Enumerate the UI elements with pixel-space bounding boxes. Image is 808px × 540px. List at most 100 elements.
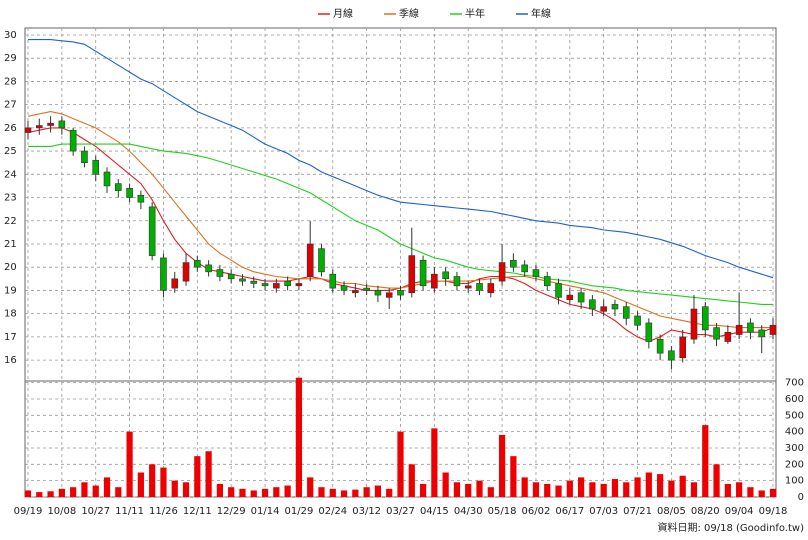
legend-label: 月線 xyxy=(333,7,353,20)
candle-body xyxy=(431,273,438,289)
candle-body xyxy=(566,294,574,301)
candle-body xyxy=(363,287,370,291)
volume-bar xyxy=(566,480,573,497)
y2-tick-label: 500 xyxy=(785,410,804,421)
candle-body xyxy=(419,259,427,287)
volume-bar xyxy=(702,425,709,497)
x-tick-label: 04/15 xyxy=(420,506,449,517)
volume-bar xyxy=(634,477,641,497)
volume-bar xyxy=(668,480,675,497)
volume-bar xyxy=(498,434,506,497)
volume-bar xyxy=(160,467,167,497)
volume-bar xyxy=(194,456,201,497)
y-tick-label: 25 xyxy=(4,146,17,157)
volume-bar xyxy=(758,490,765,497)
y-tick-label: 19 xyxy=(4,285,17,296)
volume-bar xyxy=(261,488,269,497)
volume-bar xyxy=(431,428,438,497)
candle-body xyxy=(397,290,404,296)
candle-body xyxy=(239,278,246,282)
volume-bar xyxy=(555,485,562,497)
volume-bar xyxy=(476,480,483,497)
x-tick-label: 07/03 xyxy=(589,506,618,517)
y2-tick-label: 600 xyxy=(785,394,804,405)
candle-body xyxy=(408,255,416,294)
volume-bar xyxy=(510,456,517,497)
volume-bar xyxy=(465,483,472,497)
candle-body xyxy=(352,290,359,294)
volume-bar xyxy=(58,488,65,497)
candle-body xyxy=(261,283,269,287)
x-tick-label: 03/27 xyxy=(386,506,415,517)
candle-body xyxy=(679,336,686,359)
y-tick-label: 27 xyxy=(4,100,17,111)
x-tick-label: 01/14 xyxy=(251,506,280,517)
volume-bar xyxy=(623,482,630,497)
volume-bar xyxy=(679,475,686,497)
candle-body xyxy=(769,324,777,335)
candle-body xyxy=(510,259,517,268)
volume-bar xyxy=(340,490,348,497)
candle-body xyxy=(701,306,709,331)
volume-bar xyxy=(149,464,156,497)
candle-body xyxy=(47,122,54,126)
candle-body xyxy=(464,285,472,289)
candle-body xyxy=(532,269,540,277)
candle-body xyxy=(182,262,190,282)
candle-body xyxy=(374,290,382,296)
volume-bar xyxy=(216,483,223,497)
x-tick-label: 12/29 xyxy=(217,506,246,517)
candle-body xyxy=(543,276,551,287)
volume-bar xyxy=(171,480,178,497)
legend-label: 年線 xyxy=(531,7,551,20)
candle-body xyxy=(92,160,100,175)
candle-body xyxy=(758,329,766,338)
y-tick-label: 17 xyxy=(4,332,17,343)
candle-body xyxy=(521,264,528,273)
candle-body xyxy=(58,120,66,129)
candle-body xyxy=(622,306,630,319)
volume-bar xyxy=(532,482,540,497)
y-tick-label: 20 xyxy=(4,262,17,273)
volume-bar xyxy=(295,377,303,497)
volume-bar xyxy=(363,487,370,497)
candle-body xyxy=(747,322,754,333)
candle-body xyxy=(205,264,212,273)
candle-body xyxy=(273,283,280,289)
volume-bar xyxy=(611,479,619,497)
volume-bar xyxy=(182,482,190,497)
candle-body xyxy=(171,278,179,289)
x-tick-label: 08/20 xyxy=(691,506,720,517)
volume-bar xyxy=(318,487,325,497)
volume-bar xyxy=(419,483,427,497)
candle-body xyxy=(600,306,607,312)
candle-body xyxy=(69,129,77,152)
volume-bar xyxy=(92,485,99,497)
y2-tick-label: 200 xyxy=(785,459,804,470)
volume-bar xyxy=(126,431,133,497)
volume-bar xyxy=(273,487,280,497)
y2-tick-label: 100 xyxy=(785,476,804,487)
candle-body xyxy=(577,292,585,303)
y-tick-label: 21 xyxy=(4,239,17,250)
candle-body xyxy=(137,194,145,203)
y-tick-label: 18 xyxy=(4,309,17,320)
candle-body xyxy=(645,322,653,342)
candle-body xyxy=(690,308,698,340)
x-tick-label: 10/08 xyxy=(47,506,76,517)
volume-bar xyxy=(115,487,122,497)
x-tick-label: 06/02 xyxy=(522,506,551,517)
x-tick-label: 09/04 xyxy=(725,506,754,517)
candle-body xyxy=(498,262,506,282)
y-tick-label: 23 xyxy=(4,193,17,204)
y2-tick-label: 400 xyxy=(785,427,804,438)
volume-bar xyxy=(453,482,461,497)
volume-bar xyxy=(137,472,144,497)
volume-bar xyxy=(713,464,720,497)
volume-bar xyxy=(352,489,359,497)
volume-bar xyxy=(239,488,246,497)
volume-bar xyxy=(600,483,607,497)
x-tick-label: 04/30 xyxy=(454,506,483,517)
candle-body xyxy=(453,276,461,287)
